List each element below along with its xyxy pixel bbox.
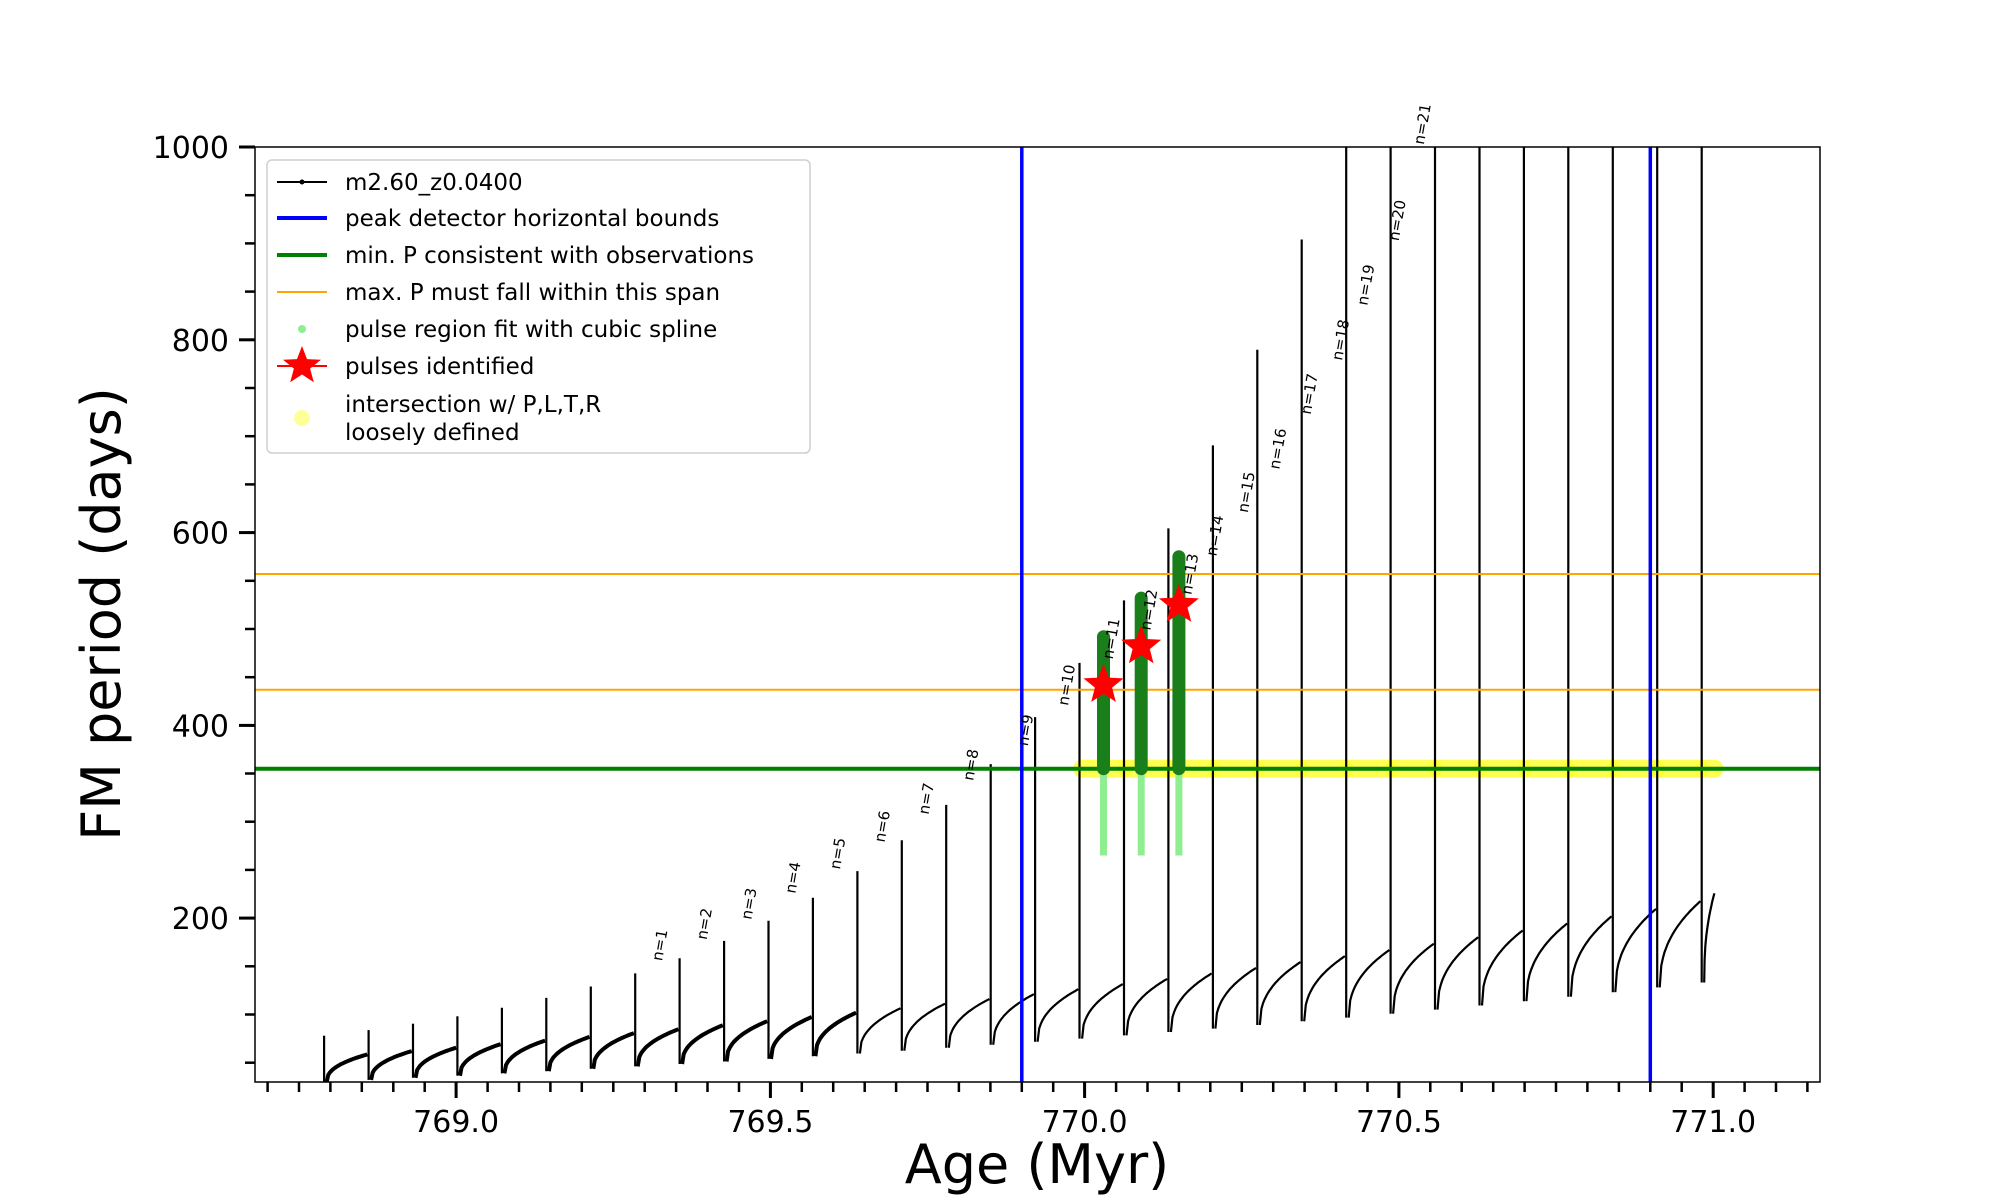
period-lines [255,573,1820,771]
track-cycle [458,1042,502,1077]
y-tick-label: 200 [172,902,229,937]
track-cycle [903,1002,946,1051]
pulse-label: n=9 [1014,713,1037,747]
track-cycle [1347,949,1390,1018]
pulse-label: n=8 [959,748,982,782]
track-cycle [1525,922,1568,1002]
track-cycle [1303,955,1346,1022]
track-cycle [1081,983,1124,1039]
pulse-identified-star [1121,625,1162,664]
track-cycle [1569,915,1613,997]
track-cycle [1125,977,1168,1036]
legend-label: m2.60_z0.0400 [345,170,523,196]
x-axis-title: Age (Myr) [905,1133,1170,1196]
pulses-identified-markers [1083,583,1199,702]
track-cycle [502,1038,546,1074]
pulse-label: n=1 [648,928,671,962]
track-cycle [1658,900,1702,988]
bounds-lines [1020,147,1653,1082]
legend-box [266,159,811,454]
pulse-label: n=2 [693,907,716,941]
pulse-label: n=7 [915,781,938,815]
evolution-track [323,147,1716,1082]
legend-label: peak detector horizontal bounds [345,206,719,232]
x-tick-label: 769.5 [727,1105,813,1140]
legend-swatch-circle [294,410,310,426]
legend-swatch-star [283,346,321,383]
track-cycle [1480,929,1524,1006]
pulse-label: n=5 [826,836,849,870]
track-cycle [724,1019,768,1062]
legend-swatch-dot [299,179,305,185]
track-cycle [1169,972,1213,1033]
track-cycle [1436,936,1479,1010]
x-tick-label: 771.0 [1670,1105,1756,1140]
legend-label: max. P must fall within this span [345,280,720,306]
legend-swatch-dot [298,325,306,333]
pulse-label: n=4 [781,860,804,894]
track-cycle [369,1049,413,1081]
legend-label: min. P consistent with observations [345,243,754,269]
track-cycle [413,1045,457,1079]
x-tick-label: 770.0 [1042,1105,1128,1140]
track-cycle [769,1015,813,1060]
track-cycle [1703,893,1716,983]
pulse-label: n=3 [737,887,760,921]
track-cycle [1392,942,1435,1014]
legend-label: loosely defined [345,420,520,446]
y-tick-label: 600 [172,517,229,552]
track-cycle [546,1034,591,1072]
track-cycle [1036,988,1079,1042]
pulse-identified-star [1158,583,1199,622]
legend-label: pulses identified [345,354,534,380]
track-cycle [1214,966,1257,1029]
plot-frame [254,146,1821,1083]
y-axis-title: FM period (days) [70,387,133,841]
track-cycle [813,1010,857,1057]
y-tick-label: 400 [172,709,229,744]
track-cycle [858,1007,901,1054]
y-tick-label: 1000 [153,131,229,166]
track-cycle [324,1052,368,1082]
track-cycle [1258,961,1302,1026]
x-tick-label: 769.0 [413,1105,499,1140]
pulse-identified-star [1083,663,1124,702]
x-axis: 769.0 769.5 770.0 770.5 771.0 [266,1082,1809,1140]
track-cycle [591,1031,635,1070]
legend-label: intersection w/ P,L,T,R [345,392,601,418]
y-tick-label: 800 [172,324,229,359]
track-cycle [992,993,1035,1045]
track-cycle [680,1023,724,1065]
pulse-label: n=6 [871,809,894,843]
x-tick-label: 770.5 [1356,1105,1442,1140]
legend-label: pulse region fit with cubic spline [345,317,717,343]
track-cycle [947,998,990,1048]
track-cycle [635,1027,680,1067]
y-axis: 200 400 600 800 1000 [153,131,255,1064]
